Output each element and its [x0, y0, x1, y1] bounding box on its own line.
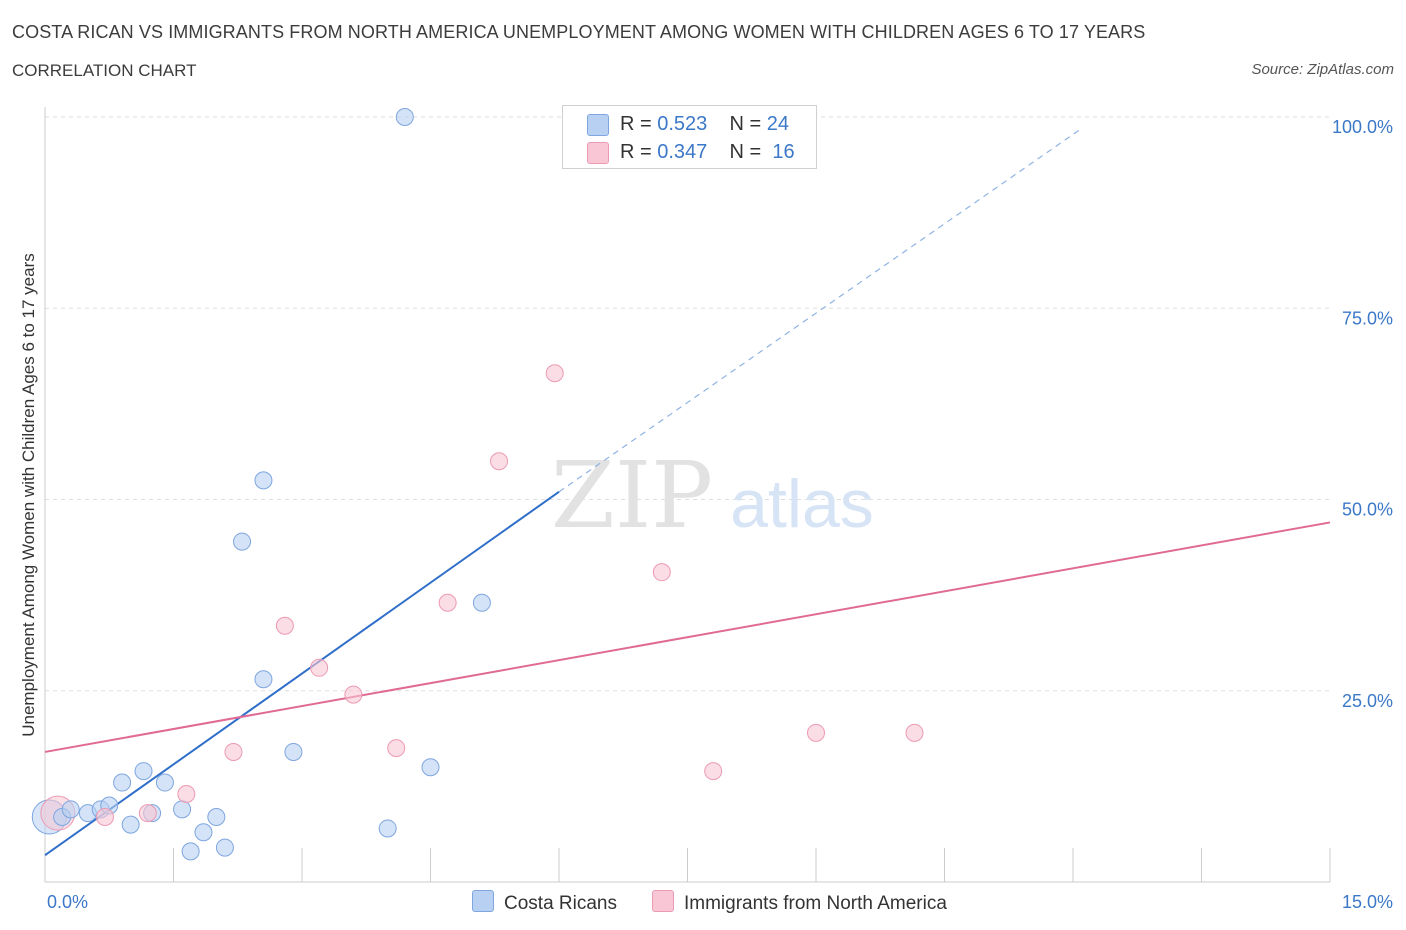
- trend-lines: [44, 127, 1331, 857]
- point-immigrants: [95, 807, 114, 826]
- point-costa-ricans: [254, 471, 273, 490]
- legend-swatch-blue: [587, 114, 609, 136]
- point-immigrants: [438, 593, 457, 612]
- point-immigrants: [344, 685, 363, 704]
- y-axis-label: Unemployment Among Women with Children A…: [19, 253, 38, 737]
- x-tick-label: 15.0%: [1342, 892, 1393, 912]
- legend-swatch-pink: [587, 142, 609, 164]
- watermark-zip: ZIP: [551, 442, 713, 549]
- watermark: ZIP atlas: [551, 442, 874, 549]
- y-tick-label: 100.0%: [1332, 117, 1393, 137]
- bottom-legend-swatch-blue: [472, 890, 494, 912]
- point-immigrants: [807, 723, 825, 742]
- point-costa-ricans: [207, 807, 226, 826]
- point-costa-ricans: [113, 773, 132, 792]
- y-tick-label: 75.0%: [1342, 308, 1393, 328]
- point-immigrants: [310, 658, 329, 677]
- point-costa-ricans: [121, 815, 140, 834]
- point-immigrants: [905, 723, 924, 742]
- point-immigrants: [138, 804, 157, 823]
- bottom-legend-swatch-pink: [652, 890, 674, 912]
- point-costa-ricans: [194, 823, 213, 842]
- trendline-costa-ricans: [44, 491, 560, 857]
- bottom-legend-costa-ricans: Costa Ricans: [472, 890, 617, 915]
- point-costa-ricans: [134, 762, 153, 781]
- point-costa-ricans: [254, 670, 273, 689]
- bottom-legend-label-immigrants: Immigrants from North America: [684, 893, 947, 914]
- point-costa-ricans: [181, 842, 200, 861]
- point-costa-ricans: [173, 800, 192, 819]
- tick-labels: 25.0% 50.0% 75.0% 100.0% 0.0% 15.0%: [47, 117, 1393, 912]
- legend-n-value: 16: [772, 141, 795, 163]
- point-costa-ricans: [61, 800, 80, 819]
- point-immigrants: [177, 785, 196, 804]
- point-costa-ricans: [421, 758, 440, 777]
- point-costa-ricans: [233, 532, 252, 551]
- point-immigrants: [387, 739, 406, 758]
- point-costa-ricans: [472, 593, 491, 612]
- legend-r-label: R =: [620, 113, 658, 135]
- legend-n-value: 24: [766, 113, 790, 135]
- point-immigrants: [652, 563, 671, 582]
- point-immigrants: [704, 762, 723, 781]
- legend-r-value: 0.523: [657, 113, 708, 135]
- point-costa-ricans: [155, 773, 174, 792]
- point-costa-ricans: [395, 108, 414, 126]
- grid-lines: [45, 116, 1330, 692]
- data-points: [31, 108, 924, 861]
- axes: [44, 107, 1331, 883]
- point-immigrants: [490, 452, 509, 471]
- point-immigrants: [224, 742, 243, 761]
- source-label: Source: ZipAtlas.com: [1251, 61, 1394, 78]
- x-tick-label: 0.0%: [47, 892, 88, 912]
- point-costa-ricans: [284, 742, 303, 761]
- point-immigrants: [275, 616, 294, 635]
- correlation-legend: R = 0.523 N = 24 R = 0.347 N = 16: [562, 105, 817, 169]
- legend-r-label: R =: [620, 141, 658, 163]
- point-immigrants: [545, 364, 564, 383]
- legend-n-label: N =: [729, 113, 767, 135]
- bottom-legend-immigrants: Immigrants from North America: [652, 890, 947, 915]
- y-tick-label: 50.0%: [1342, 500, 1393, 520]
- legend-r-value: 0.347: [657, 141, 708, 163]
- y-tick-label: 25.0%: [1342, 691, 1393, 711]
- trendline-costa-ricans-extension: [558, 127, 1082, 493]
- watermark-atlas: atlas: [730, 466, 874, 542]
- point-costa-ricans: [378, 819, 397, 838]
- point-costa-ricans: [215, 838, 234, 857]
- trendline-immigrants: [44, 521, 1331, 753]
- legend-n-label: N =: [729, 141, 767, 163]
- chart-subtitle: CORRELATION CHART: [12, 61, 197, 80]
- bottom-legend-label-costa-ricans: Costa Ricans: [504, 893, 617, 914]
- chart-title: COSTA RICAN VS IMMIGRANTS FROM NORTH AME…: [12, 22, 1146, 42]
